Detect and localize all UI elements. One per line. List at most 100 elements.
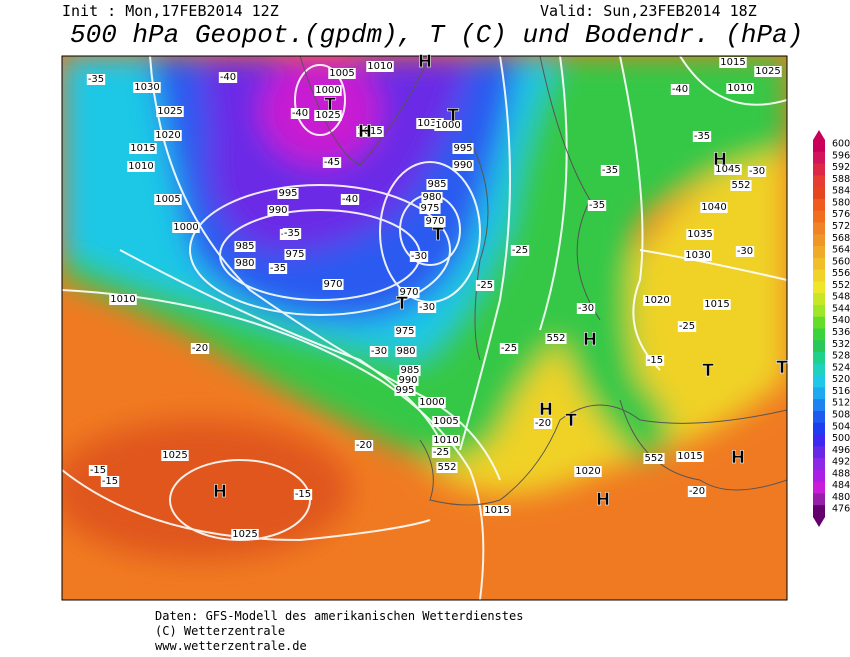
pressure-label: 975	[395, 326, 414, 337]
colorbar-swatch	[813, 257, 825, 271]
colorbar-label: 492	[832, 457, 850, 468]
pressure-label: 990	[268, 205, 287, 216]
pressure-label-box	[686, 229, 714, 240]
pressure-label: 990	[398, 375, 417, 386]
colorbar-label: 500	[832, 433, 850, 444]
pressure-label: 990	[453, 160, 472, 171]
temperature-label: -15	[102, 476, 118, 487]
colorbar-label: 516	[832, 386, 850, 397]
valid-time: Valid: Sun,23FEB2014 18Z	[540, 2, 757, 20]
pressure-label-box	[418, 397, 446, 408]
pressure-label-box	[328, 68, 356, 79]
temperature-label-box	[431, 447, 451, 458]
temperature-label: -30	[371, 346, 387, 357]
colorbar-swatch	[813, 422, 825, 436]
colorbar-label: 528	[832, 351, 850, 362]
temperature-label: -30	[411, 251, 427, 262]
temperature-label-box	[100, 476, 120, 487]
temperature-label-box	[293, 489, 313, 500]
colorbar-swatch	[813, 434, 825, 447]
contour-label: 552	[546, 333, 565, 344]
pressure-label: 970	[425, 216, 444, 227]
colorbar-label: 532	[832, 339, 850, 350]
colorbar-swatch	[813, 198, 825, 212]
pressure-label-box	[483, 505, 511, 516]
pressure-label-box	[154, 130, 182, 141]
colorbar-label: 568	[832, 233, 850, 244]
colorbar-label: 504	[832, 421, 850, 432]
temperature-label-box	[533, 418, 553, 429]
pressure-label-box	[643, 295, 671, 306]
colorbar-swatch	[813, 151, 825, 165]
pressure-label: 1025	[157, 106, 182, 117]
colorbar-label: 548	[832, 292, 850, 303]
colorbar-label: 552	[832, 280, 850, 291]
pressure-center: T	[776, 358, 788, 378]
pressure-label: 1015	[720, 57, 745, 68]
temperature-label-box	[670, 84, 690, 95]
pressure-label: 985	[427, 179, 446, 190]
pressure-center: T	[324, 95, 336, 115]
pressure-label-box	[432, 435, 460, 446]
temperature-label-box	[677, 321, 697, 332]
pressure-label-box	[703, 299, 731, 310]
temperature-label: -45	[324, 157, 340, 168]
colorbar-swatch	[813, 458, 825, 471]
pressure-label: 1045	[715, 164, 740, 175]
colorbar-label: 588	[832, 174, 850, 185]
temperature-label-box	[475, 280, 495, 291]
colorbar-swatch	[813, 269, 825, 282]
pressure-label: 1035	[687, 229, 712, 240]
pressure-label-box	[394, 326, 416, 337]
pressure-label-box	[314, 110, 342, 121]
pressure-label: 980	[235, 258, 254, 269]
pressure-label-box	[397, 375, 419, 386]
temperature-label: -25	[501, 343, 517, 354]
pressure-label-box	[356, 126, 384, 137]
pressure-label: 980	[422, 192, 441, 203]
colorbar-label: 524	[832, 362, 850, 373]
pressure-label-box	[322, 279, 344, 290]
colorbar-label: 484	[832, 480, 850, 491]
pressure-label: 995	[453, 143, 472, 154]
pressure-label: 1005	[433, 416, 458, 427]
pressure-label-box	[133, 82, 161, 93]
pressure-label-box	[452, 160, 474, 171]
temperature-label-box	[268, 263, 288, 274]
temperature-label-box	[499, 343, 519, 354]
temperature-label-box	[510, 245, 530, 256]
contour-label-box	[643, 453, 665, 464]
pressure-label: 1015	[677, 451, 702, 462]
colorbar-swatch	[813, 352, 825, 365]
colorbar-swatch	[813, 399, 825, 412]
pressure-center: H	[596, 490, 610, 510]
pressure-label-box	[684, 250, 712, 261]
pressure-label: 995	[395, 385, 414, 396]
pressure-label: 970	[323, 279, 342, 290]
temperature-label: -20	[689, 486, 705, 497]
colorbar-swatch	[813, 446, 825, 459]
colorbar-label: 536	[832, 327, 850, 338]
pressure-label-box	[395, 346, 417, 357]
colorbar-swatch	[813, 505, 825, 518]
temperature-label: -15	[295, 489, 311, 500]
pressure-center: T	[396, 294, 408, 314]
colorbar-swatch	[813, 387, 825, 400]
colorbar-label: 496	[832, 445, 850, 456]
contour-label-box	[730, 180, 752, 191]
temperature-label: -35	[284, 228, 300, 239]
temperature-label-box	[417, 302, 437, 313]
pressure-label: 970	[399, 287, 418, 298]
temperature-label: -15	[90, 465, 106, 476]
pressure-label: 1030	[134, 82, 159, 93]
colorbar-swatch	[813, 140, 825, 153]
colorbar-swatch	[813, 481, 825, 494]
pressure-label-box	[314, 85, 342, 96]
colorbar-label: 544	[832, 303, 850, 314]
temperature-label-box	[282, 228, 302, 239]
temperature-label-box	[692, 131, 712, 142]
contour-label: 552	[644, 453, 663, 464]
colorbar-label: 488	[832, 468, 850, 479]
colorbar-swatch	[813, 222, 825, 235]
